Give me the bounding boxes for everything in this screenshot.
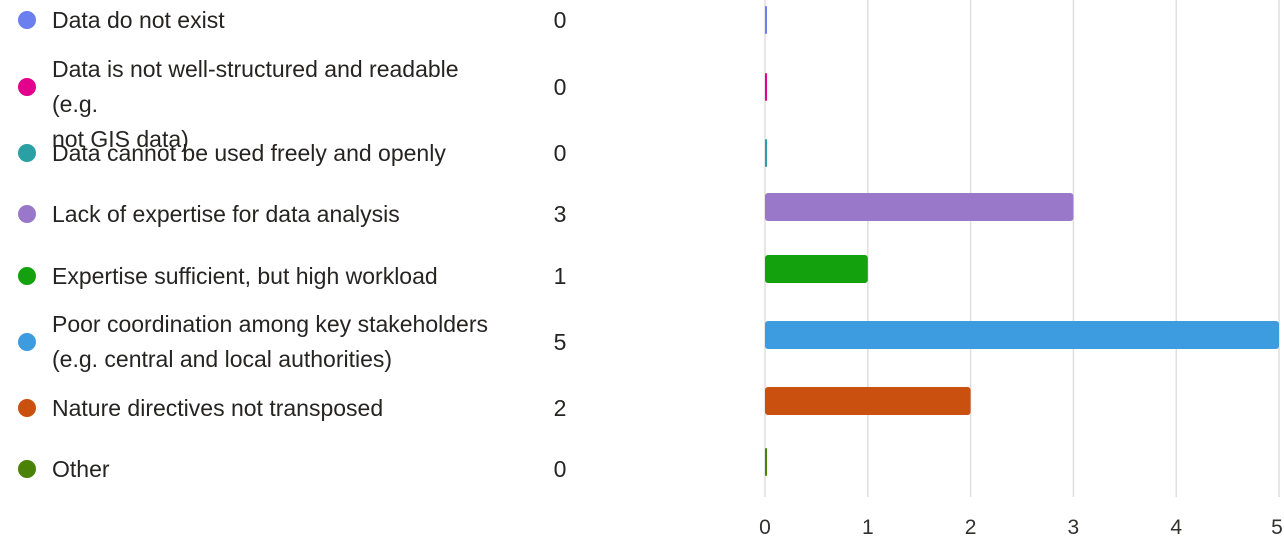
legend-label: Lack of expertise for data analysis: [52, 197, 502, 232]
bar[interactable]: [765, 255, 868, 283]
x-tick-label: 1: [862, 516, 874, 539]
bar[interactable]: [765, 193, 1074, 221]
x-tick-label: 3: [1068, 516, 1080, 539]
legend-label: Data do not exist: [52, 3, 502, 38]
legend-dot: [18, 144, 36, 162]
legend-label: Other: [52, 452, 502, 487]
bar[interactable]: [765, 387, 971, 415]
legend-count: 1: [553, 263, 567, 289]
legend-label-line: Expertise sufficient, but high workload: [52, 262, 438, 289]
legend-label: Poor coordination among key stakeholders…: [52, 307, 502, 377]
legend-label-line: Data cannot be used freely and openly: [52, 139, 446, 166]
legend-label-line: (e.g. central and local authorities): [52, 346, 393, 372]
legend-dot: [18, 205, 36, 223]
x-tick-label: 4: [1170, 516, 1182, 539]
bar[interactable]: [765, 448, 767, 476]
legend-dot: [18, 460, 36, 478]
bar[interactable]: [765, 321, 1279, 349]
legend-label-line: Nature directives not transposed: [52, 394, 384, 421]
legend-label-line: Data do not exist: [52, 6, 225, 33]
legend-count: 0: [553, 74, 567, 100]
legend-count: 0: [553, 140, 567, 166]
x-tick-label: 2: [965, 516, 977, 539]
legend-count: 2: [553, 395, 567, 421]
legend-label-line: Other: [52, 455, 110, 482]
legend-label: Data is not well-structured and readable…: [52, 52, 502, 157]
legend-label: Nature directives not transposed: [52, 391, 502, 426]
legend-label: Expertise sufficient, but high workload: [52, 259, 502, 294]
legend-label-line: Lack of expertise for data analysis: [52, 200, 400, 227]
legend-dot: [18, 78, 36, 96]
legend-label-line: not GIS data): [52, 126, 189, 152]
legend-label-line: Poor coordination among key stakeholders: [52, 311, 488, 337]
legend-count: 0: [553, 456, 567, 482]
bar[interactable]: [765, 73, 767, 101]
legend-dot: [18, 399, 36, 417]
legend-count: 5: [553, 329, 567, 355]
legend-count: 0: [553, 7, 567, 33]
legend-dot: [18, 267, 36, 285]
legend-label: Data cannot be used freely and openly: [52, 136, 502, 171]
bar[interactable]: [765, 139, 767, 167]
legend-count: 3: [553, 201, 567, 227]
legend-label-line: Data is not well-structured and readable…: [52, 56, 459, 117]
x-tick-label: 5: [1271, 516, 1283, 539]
legend-dot: [18, 11, 36, 29]
x-tick-label: 0: [759, 516, 771, 539]
legend-dot: [18, 333, 36, 351]
bar[interactable]: [765, 6, 767, 34]
